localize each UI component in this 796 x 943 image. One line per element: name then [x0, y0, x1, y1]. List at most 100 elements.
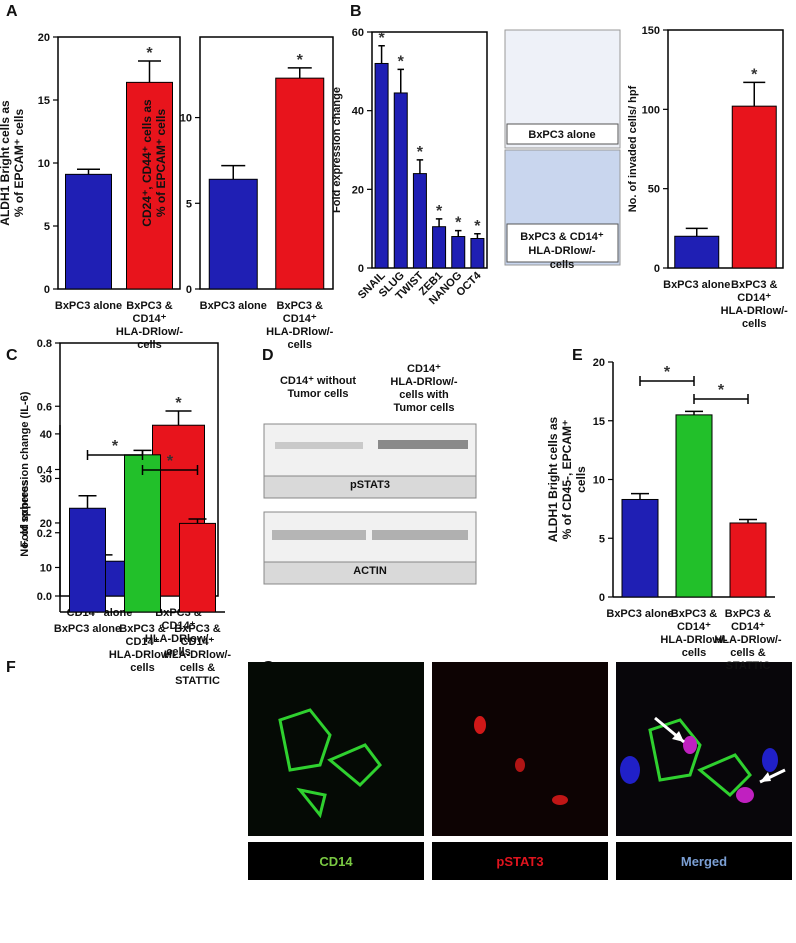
- y-tick-label: 100: [642, 104, 660, 116]
- y-tick-label: 10: [38, 158, 50, 170]
- error-bar: [397, 68, 404, 93]
- bar: [208, 178, 258, 290]
- y-tick-label: 0: [44, 284, 50, 296]
- significance-marker: *: [436, 203, 443, 220]
- y-tick-label: 0.4: [37, 465, 53, 477]
- panel-label: F: [6, 659, 16, 676]
- bar: [65, 173, 112, 290]
- significance-marker: *: [297, 52, 304, 69]
- x-tick-label: BxPC3 alone: [54, 623, 121, 635]
- panel-label: C: [6, 347, 18, 364]
- significance-marker: *: [146, 45, 153, 62]
- micrograph-caption: pSTAT3: [496, 854, 543, 869]
- x-tick-label: BxPC3 alone: [663, 279, 730, 291]
- x-tick-label: BxPC3 & CD14⁺ HLA-DRlow/-cells: [266, 300, 334, 351]
- y-tick-label: 20: [593, 357, 605, 369]
- error-bar: [138, 60, 161, 83]
- bar: [412, 173, 427, 269]
- bar: [675, 414, 713, 598]
- y-axis-label: ALDH1 Bright cells as% of EPCAM⁺ cells: [0, 100, 26, 226]
- x-tick-label: BxPC3 & CD14⁺ HLA-DRlow/-cells: [721, 279, 789, 330]
- error-bar: [416, 159, 424, 174]
- y-tick-label: 40: [40, 429, 52, 441]
- x-tick-label: BxPC3 & CD14⁺ HLA-DRlow/-cells: [116, 300, 184, 351]
- bar: [179, 522, 216, 613]
- panel-label: E: [572, 347, 583, 364]
- y-tick-label: 0.6: [37, 401, 52, 413]
- error-bar: [743, 81, 766, 107]
- significance-bracket: [141, 465, 199, 475]
- error-bar: [287, 67, 312, 79]
- bar: [470, 238, 485, 269]
- bar: [731, 105, 777, 269]
- western-blot: [263, 423, 477, 585]
- y-tick-label: 20: [38, 32, 50, 44]
- image-caption: BxPC3 alone: [528, 129, 595, 141]
- x-tick-label: BxPC3 & CD14⁺ HLA-DRlow/-cells & STATTIC: [714, 608, 782, 672]
- x-tick-label: BxPC3 alone: [55, 300, 122, 312]
- bar: [275, 77, 325, 290]
- y-tick-label: 150: [642, 25, 660, 37]
- y-axis-label: ALDH1 Bright cells as% of CD45-, EPCAM⁺c…: [546, 416, 588, 542]
- image-caption: BxPC3 & CD14⁺ HLA-DRlow/-cells: [520, 231, 604, 271]
- plot-frame: [667, 29, 784, 269]
- significance-label: *: [718, 382, 725, 399]
- panel-label: B: [350, 3, 362, 20]
- error-bar: [474, 233, 481, 239]
- y-axis-label: Fold expression change: [331, 87, 343, 213]
- y-tick-label: 0: [186, 284, 192, 296]
- significance-marker: *: [751, 66, 758, 83]
- significance-marker: *: [474, 218, 481, 235]
- error-bar: [631, 492, 649, 500]
- bar: [374, 62, 389, 269]
- significance-marker: *: [455, 215, 462, 232]
- y-tick-label: 5: [44, 221, 50, 233]
- y-tick-label: 0.8: [37, 338, 52, 350]
- y-axis-label: CD24⁺, CD44⁺ cells as% of EPCAM⁺ cells: [140, 99, 168, 227]
- y-tick-label: 15: [38, 95, 50, 107]
- panel-label: A: [6, 3, 18, 20]
- significance-marker: *: [175, 395, 182, 412]
- y-tick-label: 10: [180, 113, 192, 125]
- y-tick-label: 0: [654, 263, 660, 275]
- bar: [432, 226, 447, 269]
- error-bar: [435, 218, 443, 227]
- significance-label: *: [167, 453, 174, 470]
- significance-label: *: [112, 438, 119, 455]
- y-axis-label: No. of spheres: [19, 480, 31, 556]
- bar: [729, 522, 767, 598]
- y-tick-label: 10: [593, 475, 605, 487]
- error-bar: [739, 518, 757, 523]
- invasion-image: [504, 29, 621, 266]
- y-tick-label: 0.0: [37, 591, 52, 603]
- bar: [69, 507, 106, 613]
- y-tick-label: 30: [40, 473, 52, 485]
- y-axis-label: Fold expression change (IL-6): [19, 391, 31, 547]
- error-bar: [77, 168, 100, 175]
- error-bar: [165, 410, 192, 426]
- error-bar: [188, 518, 207, 524]
- significance-bracket: [693, 394, 749, 404]
- blot-band-label: pSTAT3: [350, 479, 390, 491]
- y-tick-label: 60: [352, 27, 364, 39]
- x-tick-label: BxPC3 alone: [606, 608, 673, 620]
- plot-frame: [371, 31, 488, 269]
- micrograph-caption: Merged: [681, 854, 727, 869]
- y-axis-label: No. of invaded cells/ hpf: [627, 85, 639, 212]
- y-tick-label: 0: [599, 592, 605, 604]
- blot-column-label: CD14⁺ HLA-DRlow/-cells with Tumor cells: [390, 363, 458, 414]
- plot-frame: [199, 36, 334, 290]
- bar: [451, 236, 466, 269]
- y-tick-label: 15: [593, 416, 605, 428]
- blot-band-label: ACTIN: [353, 565, 387, 577]
- x-tick-label: BxPC3 alone: [200, 300, 267, 312]
- bar: [126, 81, 173, 290]
- significance-bracket: [86, 450, 144, 460]
- y-tick-label: 40: [352, 106, 364, 118]
- y-tick-label: 50: [648, 184, 660, 196]
- panel-label: D: [262, 347, 274, 364]
- bar: [124, 454, 161, 613]
- error-bar: [685, 227, 708, 237]
- y-tick-label: 0: [358, 263, 364, 275]
